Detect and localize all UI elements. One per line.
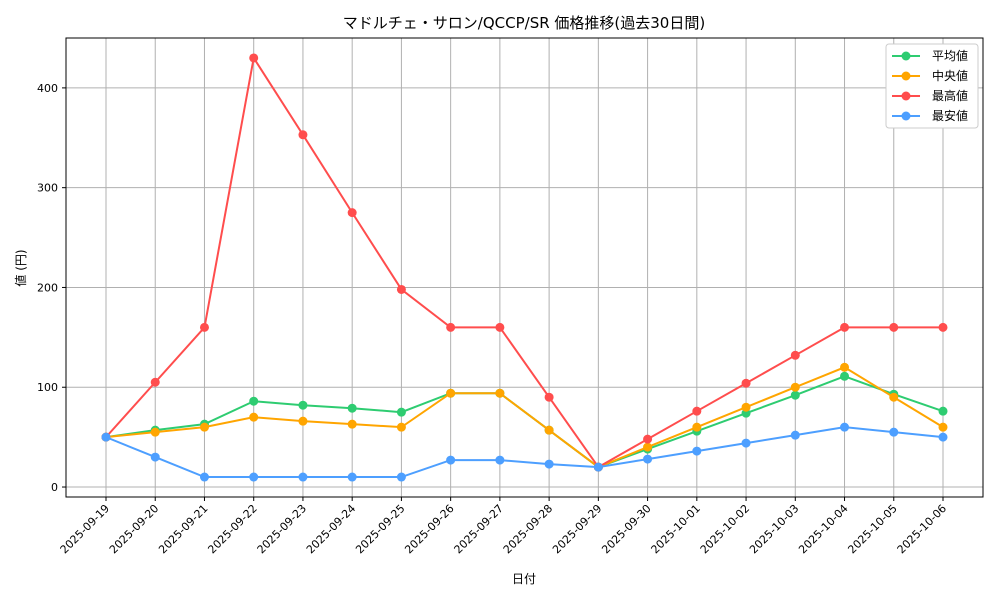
y-tick-label: 200 xyxy=(37,281,58,294)
x-tick-label: 2025-09-23 xyxy=(255,502,309,556)
x-tick-label: 2025-10-05 xyxy=(845,502,899,556)
x-tick-label: 2025-10-01 xyxy=(649,502,703,556)
data-point xyxy=(790,350,800,360)
data-point xyxy=(101,432,111,442)
data-point xyxy=(790,390,800,400)
data-point xyxy=(150,377,160,387)
data-point xyxy=(249,412,259,422)
x-tick-label: 2025-10-06 xyxy=(895,502,949,556)
x-tick-label: 2025-09-20 xyxy=(107,502,161,556)
data-point xyxy=(298,400,308,410)
data-point xyxy=(741,402,751,412)
x-tick-label: 2025-09-24 xyxy=(304,502,358,556)
data-point xyxy=(938,322,948,332)
data-point xyxy=(938,406,948,416)
x-tick-label: 2025-10-03 xyxy=(747,502,801,556)
data-point xyxy=(249,396,259,406)
data-point xyxy=(544,459,554,469)
data-point xyxy=(396,284,406,294)
data-point xyxy=(347,472,357,482)
x-tick-label: 2025-09-21 xyxy=(156,502,210,556)
data-point xyxy=(249,53,259,63)
data-point xyxy=(446,388,456,398)
series-line xyxy=(105,426,944,479)
legend-label: 最安値 xyxy=(932,108,968,123)
series-line xyxy=(105,55,943,469)
data-point xyxy=(298,130,308,140)
x-tick-label: 2025-09-26 xyxy=(402,502,456,556)
data-point xyxy=(840,371,850,381)
data-point xyxy=(741,378,751,388)
data-point xyxy=(446,455,456,465)
data-point xyxy=(495,388,505,398)
x-tick-label: 2025-10-02 xyxy=(698,502,752,556)
x-axis-label: 日付 xyxy=(512,572,536,586)
x-tick-label: 2025-09-30 xyxy=(599,502,653,556)
data-point xyxy=(643,442,653,452)
data-point xyxy=(692,446,702,456)
data-point xyxy=(150,452,160,462)
data-point xyxy=(938,432,948,442)
x-tick-label: 2025-10-04 xyxy=(796,502,850,556)
data-point xyxy=(889,322,899,332)
data-point xyxy=(593,462,603,472)
data-point xyxy=(692,406,702,416)
data-point xyxy=(199,472,209,482)
data-point xyxy=(199,322,209,332)
data-point xyxy=(790,382,800,392)
data-point xyxy=(889,392,899,402)
legend-marker xyxy=(901,71,911,81)
data-point xyxy=(446,322,456,332)
x-tick-label: 2025-09-29 xyxy=(550,502,604,556)
data-point xyxy=(938,422,948,432)
x-tick-label: 2025-09-22 xyxy=(205,502,259,556)
data-point xyxy=(643,454,653,464)
data-point xyxy=(347,403,357,413)
legend-label: 最高値 xyxy=(932,88,968,103)
data-point xyxy=(741,438,751,448)
data-point xyxy=(199,422,209,432)
data-point xyxy=(840,422,850,432)
y-tick-label: 300 xyxy=(37,182,58,195)
data-point xyxy=(544,425,554,435)
chart-title: マドルチェ・サロン/QCCP/SR 価格推移(過去30日間) xyxy=(343,14,705,32)
y-tick-label: 0 xyxy=(51,481,58,494)
legend-box xyxy=(885,43,979,129)
legend-marker xyxy=(901,91,911,101)
x-tick-label: 2025-09-25 xyxy=(353,502,407,556)
x-tick-label: 2025-09-28 xyxy=(501,502,555,556)
data-point xyxy=(889,427,899,437)
data-point xyxy=(396,422,406,432)
legend-marker xyxy=(901,111,911,121)
data-point xyxy=(692,422,702,432)
data-point xyxy=(347,419,357,429)
data-point xyxy=(347,208,357,218)
y-axis-label: 値 (円) xyxy=(13,249,28,286)
y-tick-label: 400 xyxy=(37,82,58,95)
data-point xyxy=(249,472,259,482)
data-point xyxy=(150,427,160,437)
data-point xyxy=(840,362,850,372)
legend-marker xyxy=(901,51,911,61)
data-point xyxy=(396,407,406,417)
series-line xyxy=(105,366,944,469)
data-point xyxy=(790,430,800,440)
data-point xyxy=(495,455,505,465)
data-point xyxy=(544,392,554,402)
data-point xyxy=(298,472,308,482)
data-point xyxy=(298,416,308,426)
data-point xyxy=(840,322,850,332)
legend-label: 中央値 xyxy=(932,68,968,83)
y-tick-label: 100 xyxy=(37,381,58,394)
data-point xyxy=(495,322,505,332)
data-point xyxy=(643,434,653,444)
x-tick-label: 2025-09-27 xyxy=(452,502,506,556)
legend-label: 平均値 xyxy=(932,48,968,63)
plot-frame xyxy=(65,37,984,498)
data-point xyxy=(396,472,406,482)
x-tick-label: 2025-09-19 xyxy=(58,502,112,556)
